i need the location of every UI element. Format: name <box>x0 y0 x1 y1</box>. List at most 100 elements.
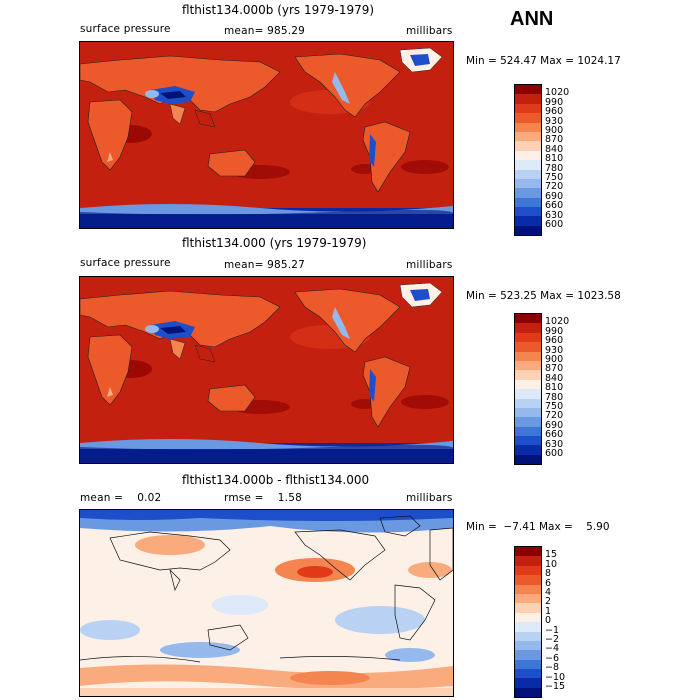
colorbar-swatch <box>515 188 541 198</box>
colorbar-tick-label: 690 <box>545 419 564 431</box>
panel1-minmax: Min = 524.47 Max = 1024.17 <box>466 55 621 67</box>
season-label: ANN <box>510 8 554 30</box>
colorbar-tick-label: 870 <box>545 363 564 375</box>
colorbar-swatch <box>515 178 541 189</box>
colorbar-swatch <box>515 314 541 324</box>
colorbar-swatch <box>515 659 541 670</box>
colorbar-tick-label: 990 <box>545 325 564 337</box>
colorbar-tick-label: 0 <box>545 615 552 627</box>
colorbar-tick-label: 960 <box>545 335 564 347</box>
colorbar-swatch <box>515 197 541 208</box>
colorbar-swatch <box>515 426 541 437</box>
colorbar-swatch <box>515 631 541 641</box>
colorbar-swatch <box>515 547 541 557</box>
panel1-map <box>79 41 454 229</box>
colorbar-tick-label: −8 <box>545 662 560 674</box>
colorbar-tick-label: 6 <box>545 577 552 589</box>
colorbar-tick-label: 10 <box>545 558 558 570</box>
panel3-colorbar <box>514 546 542 699</box>
colorbar-tick-label: 900 <box>545 354 564 365</box>
panel2-colorbar <box>514 313 542 466</box>
panel2-variable-label: surface pressure <box>80 257 171 269</box>
colorbar-swatch <box>515 323 541 333</box>
colorbar-tick-label: 990 <box>545 96 564 108</box>
panel2-units-label: millibars <box>406 259 453 271</box>
colorbar-tick-label: 930 <box>545 344 564 356</box>
colorbar-swatch <box>515 379 541 390</box>
colorbar-tick-label: 840 <box>545 143 564 155</box>
colorbar-swatch <box>515 351 541 361</box>
colorbar-swatch <box>515 640 541 651</box>
colorbar-swatch <box>515 225 541 236</box>
colorbar-swatch <box>515 94 541 104</box>
colorbar-tick-label: 660 <box>545 200 564 212</box>
colorbar-swatch <box>515 160 541 170</box>
colorbar-tick-label: 720 <box>545 410 564 422</box>
colorbar-tick-label: 4 <box>545 587 552 598</box>
colorbar-swatch <box>515 593 541 604</box>
colorbar-tick-label: 780 <box>545 162 564 174</box>
colorbar-swatch <box>515 360 541 371</box>
panel1-units-label: millibars <box>406 25 453 37</box>
colorbar-tick-label: 750 <box>545 401 564 412</box>
colorbar-swatch <box>515 342 541 352</box>
colorbar-swatch <box>515 103 541 114</box>
colorbar-swatch <box>515 332 541 343</box>
colorbar-tick-label: 690 <box>545 190 564 202</box>
colorbar-tick-label: 810 <box>545 382 564 394</box>
panel1-colorbar <box>514 84 542 237</box>
panel2-mean-label: mean= 985.27 <box>224 259 306 271</box>
colorbar-tick-label: 900 <box>545 125 564 136</box>
colorbar-swatch <box>515 445 541 455</box>
colorbar-tick-label: 930 <box>545 115 564 127</box>
colorbar-tick-label: 600 <box>545 219 564 230</box>
colorbar-tick-label: −4 <box>545 643 560 655</box>
panel2-colorbar-swatches <box>515 314 541 465</box>
panel2-minmax: Min = 523.25 Max = 1023.58 <box>466 290 621 302</box>
panel2-map <box>79 276 454 464</box>
colorbar-tick-label: 870 <box>545 134 564 146</box>
panel1-map-canvas <box>80 42 453 228</box>
panel2-title: flthist134.000 (yrs 1979-1979) <box>182 236 367 250</box>
colorbar-swatch <box>515 565 541 576</box>
colorbar-swatch <box>515 603 541 613</box>
colorbar-tick-label: 780 <box>545 391 564 403</box>
colorbar-swatch <box>515 131 541 142</box>
colorbar-tick-label: 720 <box>545 181 564 193</box>
colorbar-swatch <box>515 207 541 217</box>
colorbar-tick-label: 810 <box>545 153 564 165</box>
colorbar-swatch <box>515 584 541 594</box>
colorbar-swatch <box>515 216 541 226</box>
colorbar-swatch <box>515 150 541 161</box>
colorbar-swatch <box>515 122 541 132</box>
colorbar-swatch <box>515 454 541 465</box>
panel3-colorbar-swatches <box>515 547 541 698</box>
colorbar-tick-label: −1 <box>545 624 560 636</box>
colorbar-swatch <box>515 407 541 418</box>
colorbar-swatch <box>515 612 541 623</box>
panel1-variable-label: surface pressure <box>80 23 171 35</box>
panel3-map <box>79 509 454 697</box>
colorbar-swatch <box>515 650 541 660</box>
colorbar-swatch <box>515 417 541 427</box>
colorbar-swatch <box>515 687 541 698</box>
colorbar-swatch <box>515 370 541 380</box>
colorbar-tick-label: 750 <box>545 172 564 183</box>
colorbar-tick-label: 840 <box>545 372 564 384</box>
colorbar-swatch <box>515 678 541 688</box>
colorbar-tick-label: 660 <box>545 429 564 441</box>
colorbar-tick-label: 600 <box>545 448 564 459</box>
colorbar-swatch <box>515 141 541 151</box>
colorbar-swatch <box>515 622 541 632</box>
colorbar-tick-label: 2 <box>545 596 552 608</box>
colorbar-tick-label: 630 <box>545 209 564 221</box>
panel2-map-canvas <box>80 277 453 463</box>
panel3-mean-label: mean = 0.02 <box>80 492 162 504</box>
colorbar-swatch <box>515 556 541 566</box>
colorbar-tick-label: −15 <box>545 681 566 692</box>
colorbar-tick-label: 1020 <box>545 316 570 328</box>
panel3-map-canvas <box>80 510 453 696</box>
colorbar-swatch <box>515 389 541 399</box>
colorbar-tick-label: 1 <box>545 605 552 617</box>
colorbar-tick-label: −6 <box>545 652 560 664</box>
